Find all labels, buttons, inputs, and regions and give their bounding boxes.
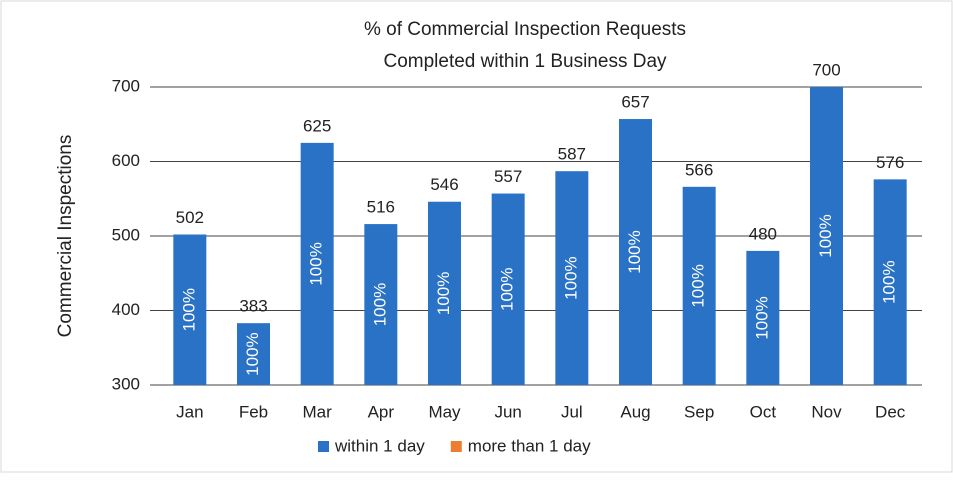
percent-label: 100% bbox=[752, 296, 771, 339]
x-tick-label: Apr bbox=[368, 402, 395, 421]
percent-label: 100% bbox=[307, 242, 326, 285]
percent-label: 100% bbox=[816, 214, 835, 257]
data-label: 516 bbox=[367, 198, 395, 217]
percent-label: 100% bbox=[243, 332, 262, 375]
x-tick-label: Jul bbox=[561, 402, 583, 421]
percent-label: 100% bbox=[625, 230, 644, 273]
percent-label: 100% bbox=[370, 283, 389, 326]
percent-label: 100% bbox=[689, 264, 708, 307]
y-tick-label: 600 bbox=[112, 151, 140, 170]
bar bbox=[619, 119, 652, 385]
data-label: 625 bbox=[303, 116, 331, 135]
y-tick-label: 500 bbox=[112, 225, 140, 244]
data-label: 566 bbox=[685, 160, 713, 179]
legend-label: more than 1 day bbox=[468, 436, 591, 455]
percent-label: 100% bbox=[880, 260, 899, 303]
x-tick-label: Jan bbox=[176, 402, 203, 421]
data-label: 546 bbox=[430, 175, 458, 194]
data-label: 587 bbox=[558, 145, 586, 164]
y-tick-label: 400 bbox=[112, 300, 140, 319]
x-tick-label: Sep bbox=[684, 402, 714, 421]
data-label: 502 bbox=[176, 208, 204, 227]
percent-label: 100% bbox=[561, 256, 580, 299]
bar bbox=[364, 224, 398, 385]
bar bbox=[555, 171, 589, 385]
bar bbox=[810, 87, 843, 385]
x-tick-label: Nov bbox=[811, 402, 842, 421]
x-tick-label: Feb bbox=[239, 402, 268, 421]
bar bbox=[491, 193, 525, 385]
x-tick-label: Oct bbox=[750, 402, 777, 421]
y-tick-label: 700 bbox=[112, 76, 140, 95]
bar bbox=[300, 142, 334, 385]
x-tick-label: May bbox=[428, 402, 461, 421]
x-tick-label: Jun bbox=[494, 402, 521, 421]
x-tick-label: Dec bbox=[875, 402, 906, 421]
legend-swatch bbox=[318, 441, 329, 452]
y-axis-label: Commercial Inspections bbox=[55, 135, 76, 338]
data-label: 700 bbox=[812, 60, 840, 79]
chart-title: % of Commercial Inspection Requests bbox=[364, 19, 686, 40]
bar bbox=[173, 234, 207, 385]
y-tick-label: 300 bbox=[112, 374, 140, 393]
x-tick-label: Mar bbox=[303, 402, 333, 421]
data-label: 557 bbox=[494, 167, 522, 186]
percent-label: 100% bbox=[434, 272, 453, 315]
percent-label: 100% bbox=[179, 288, 198, 331]
bar bbox=[873, 179, 907, 385]
legend-swatch bbox=[450, 441, 462, 452]
percent-label: 100% bbox=[498, 268, 517, 311]
bar bbox=[682, 186, 716, 385]
x-tick-label: Aug bbox=[620, 402, 650, 421]
data-label: 576 bbox=[876, 153, 904, 172]
bar bbox=[746, 250, 780, 385]
bar bbox=[428, 201, 461, 385]
chart-title: Completed within 1 Business Day bbox=[383, 51, 667, 72]
data-label: 383 bbox=[239, 297, 267, 316]
legend-label: within 1 day bbox=[334, 436, 425, 455]
bar bbox=[237, 323, 270, 385]
data-label: 480 bbox=[749, 224, 777, 243]
data-label: 657 bbox=[621, 93, 649, 112]
